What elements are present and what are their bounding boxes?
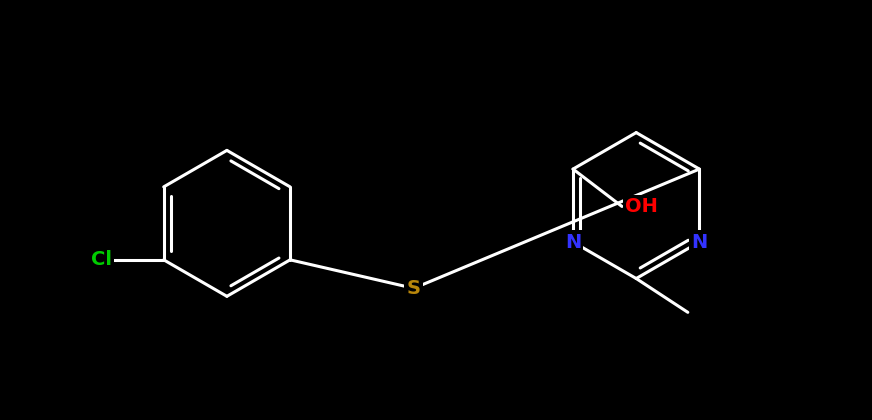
Text: S: S [406,279,421,298]
Text: OH: OH [625,197,658,216]
Text: N: N [565,233,581,252]
Text: N: N [691,233,707,252]
Text: Cl: Cl [91,250,112,269]
